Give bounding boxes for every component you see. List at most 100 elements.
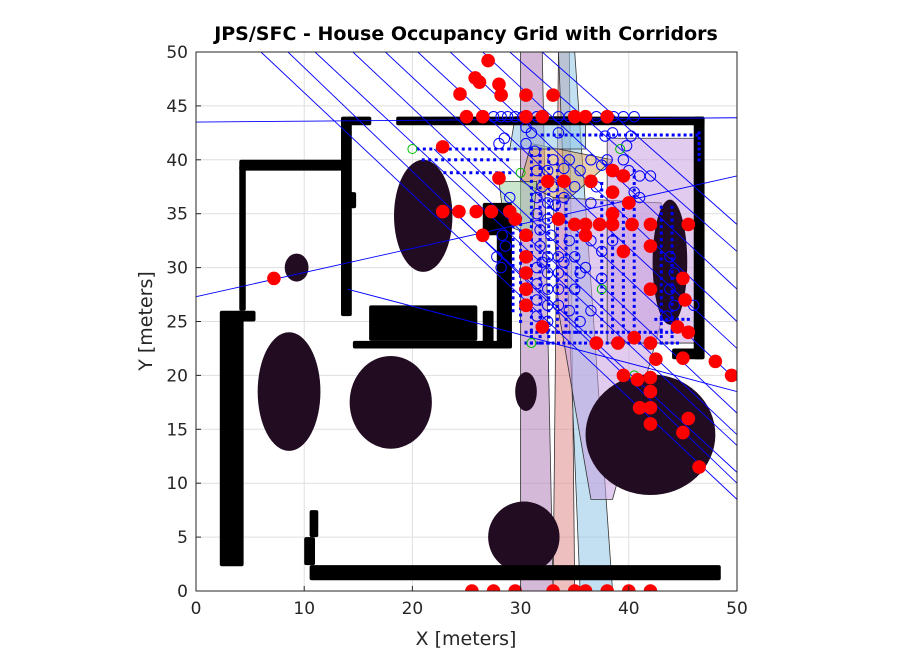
grid-dot bbox=[555, 227, 559, 231]
grid-dot bbox=[621, 324, 625, 328]
grid-dot bbox=[529, 166, 533, 170]
grid-dot bbox=[621, 311, 625, 315]
grid-dot bbox=[600, 285, 604, 289]
grid-dot bbox=[575, 233, 579, 237]
grid-dots bbox=[416, 131, 701, 345]
visited-node bbox=[531, 278, 543, 290]
grid-dot bbox=[621, 272, 625, 276]
grid-dot bbox=[547, 341, 551, 345]
grid-dot bbox=[529, 330, 533, 334]
grid-dot bbox=[555, 291, 559, 295]
grid-dot bbox=[659, 328, 663, 332]
grid-dot bbox=[600, 182, 604, 186]
waypoint-marker bbox=[611, 336, 625, 350]
grid-dot bbox=[627, 330, 631, 334]
grid-dot bbox=[697, 142, 701, 146]
grid-dot bbox=[564, 272, 568, 276]
grid-dot bbox=[538, 166, 542, 170]
grid-dot bbox=[584, 330, 588, 334]
grid-dot bbox=[529, 276, 533, 280]
grid-dot bbox=[564, 298, 568, 302]
grid-dot bbox=[659, 317, 663, 321]
grid-dot bbox=[519, 261, 523, 265]
grid-dot bbox=[547, 147, 551, 151]
grid-dot bbox=[573, 341, 577, 345]
y-tick-label: 35 bbox=[166, 205, 188, 225]
waypoint-marker bbox=[643, 336, 658, 350]
grid-dot bbox=[556, 341, 560, 345]
grid-dot bbox=[611, 291, 615, 295]
waypoint-marker bbox=[605, 185, 620, 199]
visited-node bbox=[606, 127, 619, 139]
grid-dot bbox=[611, 317, 615, 321]
grid-dot bbox=[547, 218, 551, 222]
grid-dot bbox=[547, 257, 551, 261]
grid-dot bbox=[630, 133, 634, 137]
visited-node bbox=[579, 261, 592, 274]
obstacle-wall bbox=[347, 192, 357, 209]
obstacle-blob bbox=[488, 501, 560, 573]
grid-dot bbox=[564, 133, 568, 137]
grid-dot bbox=[677, 133, 681, 137]
waypoint-marker bbox=[616, 169, 631, 183]
grid-dot bbox=[499, 158, 503, 162]
waypoint-marker bbox=[643, 584, 658, 591]
grid-dot bbox=[555, 246, 559, 250]
grid-dot bbox=[697, 158, 701, 162]
waypoint-marker bbox=[546, 88, 560, 102]
grid-dot bbox=[643, 330, 647, 334]
waypoint-marker bbox=[519, 109, 533, 124]
search-ray bbox=[287, 52, 737, 484]
search-ray bbox=[314, 52, 737, 446]
visited-node bbox=[664, 283, 676, 295]
visited-node bbox=[668, 299, 680, 312]
waypoint-marker bbox=[469, 204, 484, 219]
grid-dot bbox=[529, 205, 533, 209]
grid-dot bbox=[575, 298, 579, 302]
visited-node bbox=[552, 299, 565, 312]
grid-dot bbox=[697, 152, 701, 156]
grid-dot bbox=[546, 330, 550, 334]
grid-dot bbox=[538, 231, 542, 235]
grid-dot bbox=[632, 311, 636, 315]
visited-node bbox=[660, 310, 673, 322]
visited-node bbox=[558, 191, 570, 204]
grid-dot bbox=[538, 335, 542, 339]
search-ray bbox=[541, 52, 737, 225]
grid-dot bbox=[482, 171, 486, 175]
grid-dot bbox=[611, 253, 615, 257]
waypoint-marker bbox=[643, 239, 658, 253]
grid-dot bbox=[670, 276, 674, 280]
grid-dot bbox=[538, 225, 542, 229]
grid-dot bbox=[675, 341, 679, 345]
grid-dot bbox=[555, 201, 559, 205]
waypoint-marker bbox=[492, 77, 506, 92]
visited-node bbox=[596, 245, 608, 258]
grid-dot bbox=[555, 253, 559, 257]
obstacle-walls bbox=[219, 116, 721, 581]
grid-dot bbox=[654, 330, 658, 334]
grid-dot bbox=[632, 279, 636, 283]
x-tick-label: 40 bbox=[618, 599, 640, 619]
grid-dot bbox=[670, 205, 674, 209]
waypoint-marker bbox=[625, 217, 639, 232]
visited-node bbox=[644, 170, 657, 182]
grid-dot bbox=[683, 133, 687, 137]
grid-dot bbox=[538, 179, 542, 183]
grid-dot bbox=[611, 259, 615, 263]
grid-dot bbox=[511, 276, 515, 280]
obstacle-wall bbox=[482, 310, 494, 349]
waypoint-marker bbox=[459, 109, 474, 124]
waypoint-marker bbox=[592, 217, 607, 232]
x-tick-label: 30 bbox=[510, 599, 532, 619]
grid-dot bbox=[538, 212, 542, 216]
grid-dot bbox=[538, 251, 542, 255]
visited-node bbox=[625, 130, 637, 142]
grid-dot bbox=[670, 302, 674, 306]
obstacle-wall bbox=[237, 310, 256, 322]
grid-dot bbox=[670, 330, 674, 334]
grid-dot bbox=[538, 199, 542, 203]
waypoint-marker bbox=[670, 320, 685, 334]
grid-dot bbox=[659, 133, 663, 137]
x-axis-label: X [meters] bbox=[416, 628, 517, 650]
